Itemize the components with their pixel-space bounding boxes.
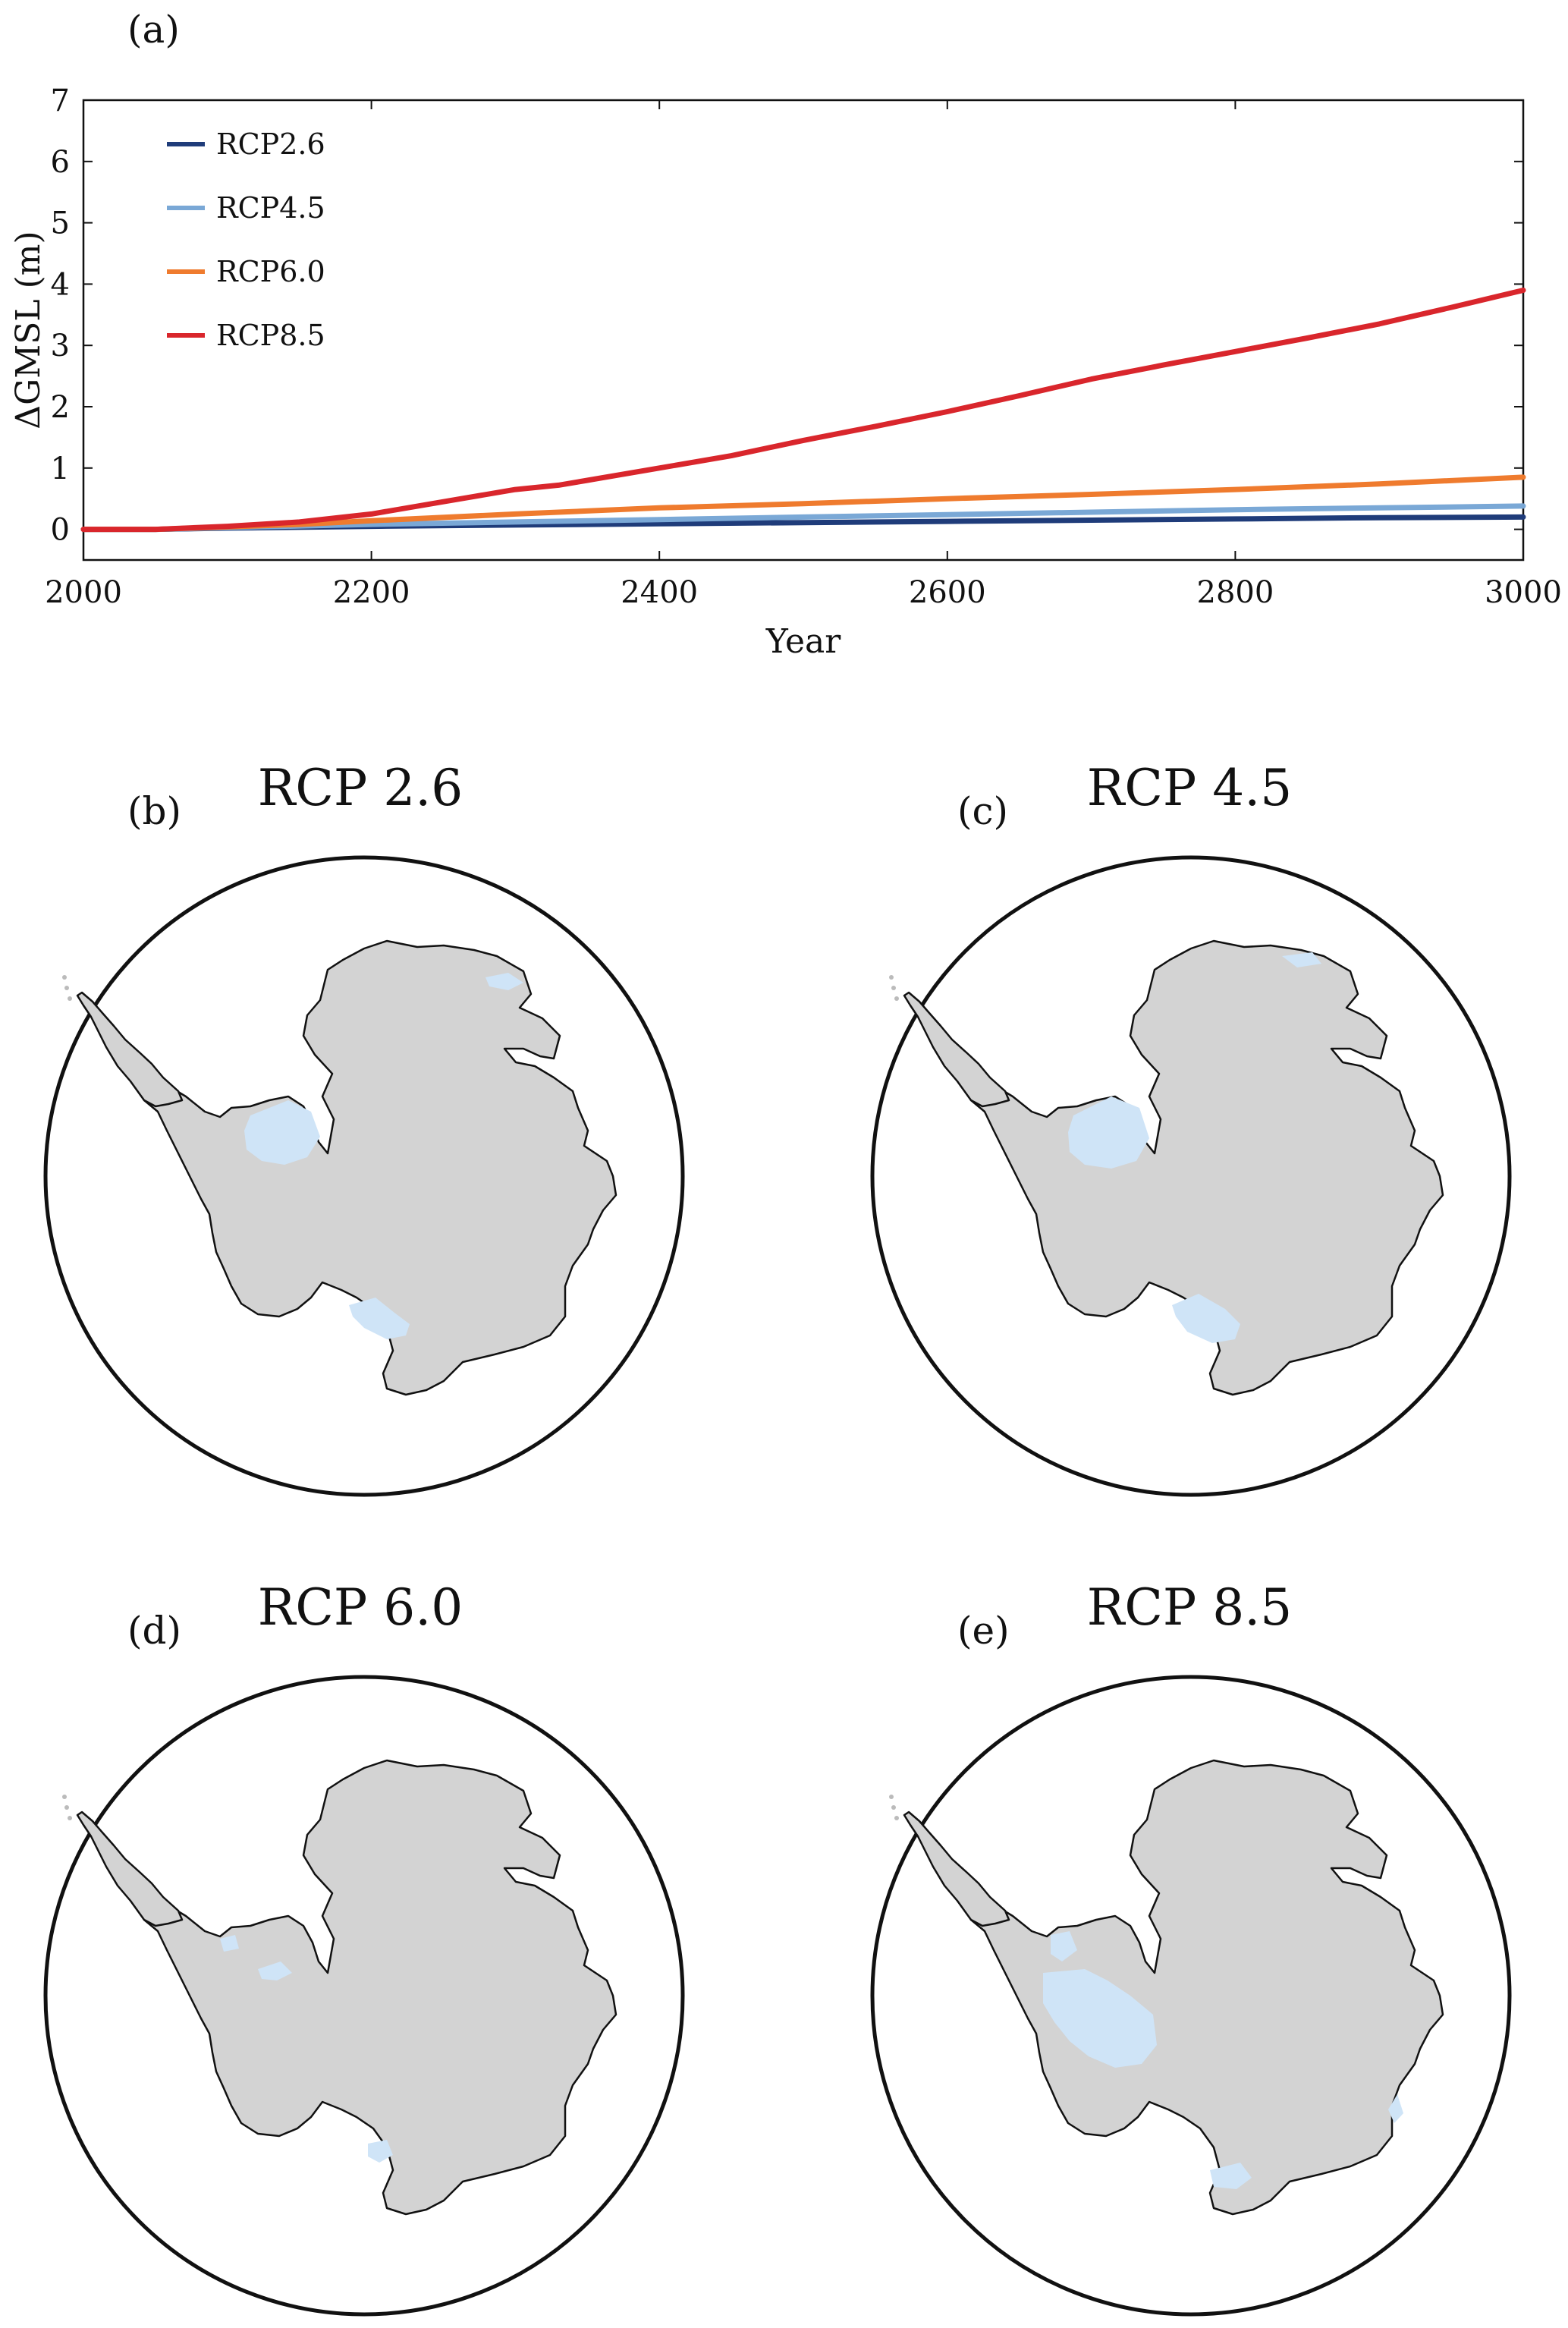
island-dot <box>889 975 894 980</box>
ice-shelf-region <box>1172 1294 1240 1343</box>
panel-e-label: (e) <box>957 1609 1010 1653</box>
antarctica-map-rcp26 <box>43 855 685 1497</box>
x-tick-label: 2600 <box>909 575 986 610</box>
ice-shelf-region <box>485 973 523 990</box>
legend-label: RCP2.6 <box>216 127 325 161</box>
antarctica-map-rcp45 <box>870 855 1512 1497</box>
antarctic-peninsula <box>903 991 1010 1108</box>
gmsl-chart: 2000 2200 2400 2600 2800 3000 0 1 2 3 4 5 6 7 RCP2.6… <box>9 83 1562 661</box>
map-title-rcp85: RCP 8.5 <box>1086 1578 1293 1637</box>
antarctica-map-rcp60 <box>43 1675 685 2317</box>
ice-shelf-region <box>1210 2163 1252 2189</box>
map-title-rcp45: RCP 4.5 <box>1086 759 1293 817</box>
y-tick-label: 3 <box>51 329 70 363</box>
series-lines <box>80 288 1526 533</box>
x-axis-ticks: 2000 2200 2400 2600 2800 3000 <box>45 100 1562 610</box>
panel-b-label: (b) <box>127 789 182 833</box>
x-tick-label: 2000 <box>45 575 122 610</box>
ice-shelf-region <box>220 1935 239 1952</box>
island-dot <box>891 1805 896 1810</box>
x-tick-label: 3000 <box>1485 575 1562 610</box>
map-title-rcp60: RCP 6.0 <box>257 1578 463 1637</box>
y-tick-label: 5 <box>51 206 70 241</box>
island-dot <box>64 1805 69 1810</box>
ice-shelf-region <box>244 1100 320 1165</box>
island-dot <box>68 1816 72 1820</box>
y-axis-ticks: 0 1 2 3 4 5 6 7 <box>51 83 1523 548</box>
panel-a-label: (a) <box>127 8 180 52</box>
y-axis-title: ΔGMSL (m) <box>9 231 48 429</box>
y-tick-label: 2 <box>51 390 70 425</box>
panel-d-label: (d) <box>127 1609 182 1653</box>
y-tick-label: 0 <box>51 513 70 548</box>
island-dot <box>894 1816 899 1820</box>
ice-shelf-region <box>368 2140 393 2163</box>
ice-shelf-region <box>258 1961 292 1980</box>
antarctica-map-rcp85 <box>870 1675 1512 2317</box>
legend-label: RCP8.5 <box>216 319 325 352</box>
x-axis-title: Year <box>765 622 841 661</box>
plot-frame <box>82 99 1525 562</box>
y-tick-label: 4 <box>51 267 70 302</box>
x-tick-label: 2400 <box>621 575 698 610</box>
ice-shelf-region <box>1043 1969 1157 2068</box>
y-tick-label: 7 <box>51 83 70 118</box>
x-tick-label: 2200 <box>333 575 410 610</box>
y-tick-label: 1 <box>51 451 70 486</box>
x-tick-label: 2800 <box>1197 575 1274 610</box>
island-dot <box>62 1795 67 1799</box>
y-tick-label: 6 <box>51 145 70 180</box>
ice-shelf-region <box>349 1298 410 1339</box>
island-dot <box>894 996 899 1001</box>
island-dot <box>891 986 896 990</box>
ice-shelf-region <box>1388 2094 1403 2123</box>
legend: RCP2.6 RCP4.5 RCP6.0 RCP8.5 <box>167 127 325 352</box>
island-dot <box>68 996 72 1001</box>
ice-shelf-region <box>1282 952 1321 967</box>
panel-c-label: (c) <box>957 789 1009 833</box>
legend-label: RCP4.5 <box>216 191 325 225</box>
ice-shelf-region <box>1068 1096 1149 1169</box>
series-line-rcp85 <box>80 288 1526 533</box>
antarctic-peninsula <box>903 1810 1010 1927</box>
antarctic-peninsula <box>76 1810 184 1927</box>
island-dot <box>62 975 67 980</box>
map-title-rcp26: RCP 2.6 <box>257 759 463 817</box>
antarctic-peninsula <box>76 991 184 1108</box>
ice-shelf-region <box>1051 1931 1077 1961</box>
island-dot <box>64 986 69 990</box>
island-dot <box>889 1795 894 1799</box>
legend-label: RCP6.0 <box>216 255 325 288</box>
